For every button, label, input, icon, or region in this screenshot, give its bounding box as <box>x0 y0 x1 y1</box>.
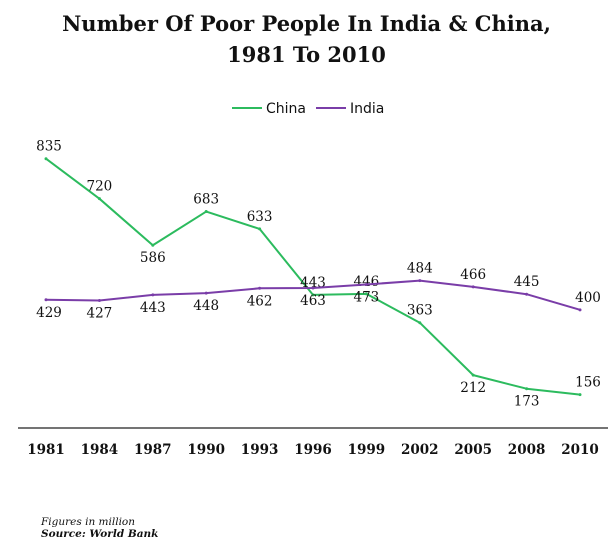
footnote: Figures in million <box>41 516 136 528</box>
point-china-2008 <box>525 387 529 391</box>
point-china-1993 <box>258 227 262 231</box>
x-tick-label-2010: 2010 <box>561 442 599 458</box>
point-china-2005 <box>471 373 475 377</box>
source-note: Source: World Bank <box>41 528 159 540</box>
chart-title-line-1: Number Of Poor People In India & China, <box>62 11 551 36</box>
point-china-1999 <box>364 292 368 296</box>
legend-label-india: India <box>350 101 384 117</box>
x-tick-label-1990: 1990 <box>187 442 225 458</box>
data-label-india-2002: 484 <box>407 261 433 277</box>
data-label-china-1981: 835 <box>36 139 62 155</box>
x-tick-label-1999: 1999 <box>348 442 386 458</box>
x-tick-label-2005: 2005 <box>454 442 492 458</box>
point-china-1984 <box>97 197 101 201</box>
point-china-2002 <box>418 321 422 325</box>
data-label-india-2008: 445 <box>514 274 540 290</box>
point-india-2008 <box>525 292 529 296</box>
x-tick-label-1984: 1984 <box>81 442 119 458</box>
point-india-1990 <box>204 291 208 295</box>
x-tick-label-1993: 1993 <box>241 442 279 458</box>
point-india-1993 <box>258 286 262 290</box>
data-label-india-1999: 473 <box>354 289 380 305</box>
point-china-2010 <box>578 393 582 397</box>
point-china-1987 <box>151 243 155 247</box>
x-tick-label-1987: 1987 <box>134 442 172 458</box>
chart-title: Number Of Poor People In India & China, … <box>0 8 613 70</box>
data-label-india-2005: 466 <box>460 267 486 283</box>
data-label-india-1996: 463 <box>300 293 326 309</box>
data-label-india-1984: 427 <box>87 305 113 321</box>
data-label-china-2002: 363 <box>407 303 433 319</box>
notes: Figures in million Source: World Bank <box>41 516 158 540</box>
point-india-1984 <box>97 298 101 302</box>
point-india-1996 <box>311 286 315 290</box>
data-label-china-2008: 173 <box>514 394 540 410</box>
point-india-2010 <box>578 308 582 312</box>
data-label-china-1993: 633 <box>247 209 273 225</box>
point-india-1981 <box>44 298 48 302</box>
data-label-india-2010: 400 <box>575 290 601 306</box>
x-tick-label-1996: 1996 <box>294 442 332 458</box>
point-india-2002 <box>418 279 422 283</box>
point-china-1996 <box>311 293 315 297</box>
data-label-china-1987: 586 <box>140 250 166 266</box>
point-india-2005 <box>471 285 475 289</box>
x-tick-label-2008: 2008 <box>508 442 546 458</box>
data-label-india-1993: 462 <box>247 293 273 309</box>
x-tick-label-1981: 1981 <box>27 442 65 458</box>
point-india-1987 <box>151 293 155 297</box>
data-label-china-1999: 446 <box>354 274 380 290</box>
chart-title-line-2: 1981 To 2010 <box>227 42 386 67</box>
x-tick-label-2002: 2002 <box>401 442 439 458</box>
point-india-1999 <box>364 282 368 286</box>
plot-area: 1981 1984 1987 1990 1993 1996 1999 2002 2005 2008… <box>27 139 601 458</box>
data-label-india-1990: 448 <box>193 298 219 314</box>
data-label-india-1987: 443 <box>140 300 166 316</box>
data-label-india-1981: 429 <box>36 305 62 321</box>
data-label-china-2010: 156 <box>575 375 601 391</box>
point-china-1990 <box>204 210 208 214</box>
data-label-china-2005: 212 <box>460 380 486 396</box>
legend: China India <box>232 101 384 117</box>
legend-label-china: China <box>266 101 306 117</box>
data-label-china-1990: 683 <box>193 192 219 208</box>
point-china-1981 <box>44 157 48 161</box>
data-label-china-1984: 720 <box>87 179 113 195</box>
